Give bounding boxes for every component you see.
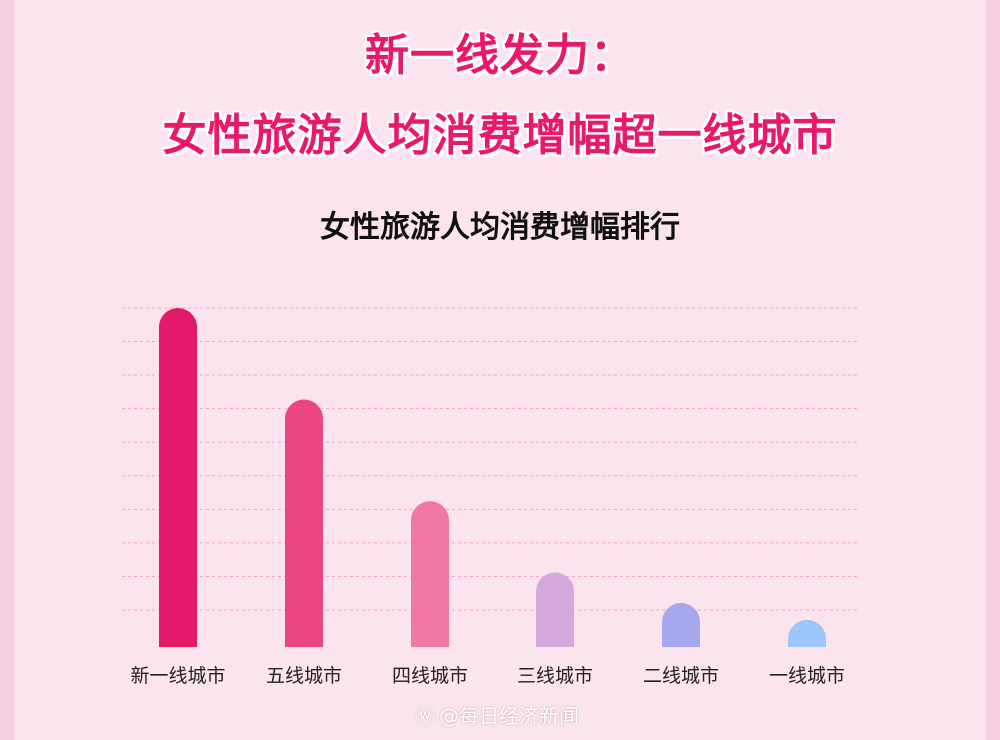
watermark-text: @每日经济新闻	[439, 704, 579, 728]
bar-4	[536, 572, 574, 647]
chart-gridlines	[122, 307, 858, 611]
bar-5	[662, 602, 700, 647]
category-label: 二线城市	[643, 665, 719, 687]
page-title-line1: 新一线发力：	[365, 30, 635, 81]
category-label: 五线城市	[266, 665, 342, 687]
chart-title: 女性旅游人均消费增幅排行	[320, 210, 680, 245]
watermark: ⓦ @每日经济新闻	[415, 702, 579, 730]
category-label: 新一线城市	[130, 665, 225, 687]
category-label: 四线城市	[392, 665, 468, 687]
bar-2	[285, 399, 323, 647]
weibo-icon: ⓦ	[415, 704, 435, 728]
chart-bars	[159, 308, 827, 647]
bar-3	[411, 501, 449, 647]
bar-6	[788, 619, 827, 647]
category-label: 三线城市	[517, 665, 593, 687]
bar-1	[159, 308, 197, 647]
category-label: 一线城市	[769, 665, 845, 687]
chart-category-labels: 新一线城市 五线城市 四线城市 三线城市 二线城市 一线城市	[130, 665, 845, 687]
page-title-line2: 女性旅游人均消费增幅超一线城市	[162, 110, 838, 161]
